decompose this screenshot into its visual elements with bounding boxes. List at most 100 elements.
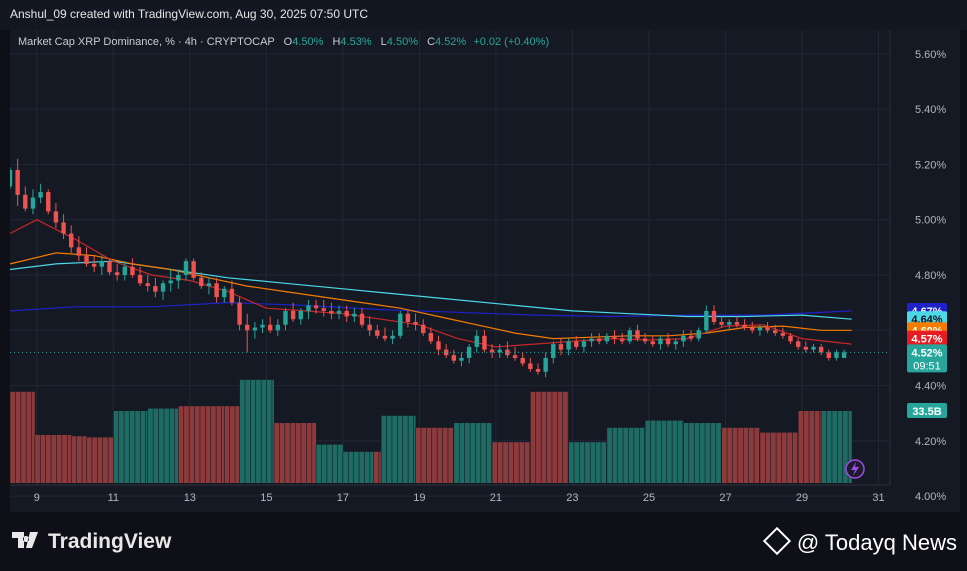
- candle-body: [589, 338, 594, 342]
- candle-body: [757, 327, 763, 331]
- candle-body: [421, 324, 426, 334]
- volume-bar: [224, 406, 240, 483]
- price-chart[interactable]: 4.00%4.20%4.40%4.60%4.80%5.00%5.20%5.40%…: [10, 30, 960, 512]
- volume-bar: [606, 427, 646, 483]
- candle-body: [795, 341, 801, 347]
- candle-body: [168, 280, 173, 284]
- candle-body: [520, 357, 525, 364]
- candle-body: [711, 310, 717, 322]
- x-tick-label: 27: [719, 492, 731, 504]
- candle-body: [451, 355, 457, 361]
- x-tick-label: 21: [490, 492, 502, 504]
- candle-body: [413, 322, 418, 325]
- candle-body: [306, 305, 311, 311]
- x-tick-label: 19: [413, 492, 425, 504]
- candle-body: [742, 324, 747, 328]
- candle-body: [199, 277, 204, 287]
- candle-body: [321, 308, 326, 311]
- candle-body: [574, 341, 579, 347]
- candle-body: [15, 169, 20, 195]
- legend-open-label: O: [283, 36, 293, 48]
- candle-body: [252, 327, 258, 331]
- candle-body: [61, 222, 66, 234]
- volume-bar: [147, 408, 179, 483]
- candle-body: [267, 324, 273, 331]
- chart-pane[interactable]: 4.00%4.20%4.40%4.60%4.80%5.00%5.20%5.40%…: [10, 30, 960, 512]
- y-tick-label: 5.40%: [915, 104, 946, 116]
- candle-body: [222, 288, 227, 298]
- tradingview-logo[interactable]: TradingView: [12, 530, 171, 554]
- candle-body: [313, 305, 319, 309]
- candle-body: [69, 233, 74, 248]
- candle-body: [206, 283, 212, 287]
- candle-body: [719, 322, 724, 325]
- candle-body: [46, 192, 51, 212]
- candle-body: [704, 310, 709, 331]
- x-tick-label: 9: [34, 492, 40, 504]
- x-tick-label: 25: [643, 492, 655, 504]
- candle-body: [734, 322, 740, 325]
- candle-body: [375, 330, 380, 336]
- volume-bar: [71, 436, 87, 483]
- candle-body: [681, 335, 686, 342]
- candle-body: [84, 255, 89, 264]
- volume-bar: [453, 423, 493, 483]
- candle-body: [780, 333, 786, 336]
- price-tag: [907, 330, 947, 346]
- candle-body: [53, 211, 59, 223]
- volume-bar: [798, 411, 822, 483]
- header-caption: Anshul_09 created with TradingView.com, …: [10, 7, 369, 21]
- volume-bar: [86, 437, 114, 483]
- y-tick-label: 4.40%: [915, 381, 946, 393]
- volume-bar: [239, 379, 274, 483]
- candle-body: [23, 194, 28, 209]
- moving-average-line: [10, 252, 852, 340]
- y-tick-label: 5.60%: [915, 49, 946, 61]
- candle-body: [428, 333, 434, 342]
- candle-body: [145, 283, 150, 287]
- volume-bar: [342, 451, 374, 483]
- candle-body: [727, 322, 732, 325]
- candle-body: [99, 261, 105, 267]
- volume-tag: [907, 403, 947, 418]
- candle-body: [818, 346, 824, 353]
- candle-body: [130, 266, 135, 275]
- candle-body: [107, 261, 112, 273]
- moving-average-line: [10, 301, 852, 318]
- tradingview-logo-icon: [12, 532, 38, 548]
- legend-close-label: C: [427, 36, 436, 48]
- candle-body: [237, 302, 242, 325]
- candle-body: [229, 288, 235, 303]
- candle-body: [497, 349, 502, 353]
- candle-body: [658, 338, 663, 345]
- volume-bar: [373, 451, 382, 483]
- candle-body: [803, 346, 809, 350]
- volume-bar: [113, 411, 148, 483]
- candle-body: [290, 310, 296, 320]
- volume-bar: [178, 406, 225, 483]
- candle-body: [38, 192, 43, 198]
- candle-body: [841, 352, 847, 358]
- price-tag-label: 4.52%: [911, 347, 942, 359]
- candle-body: [359, 313, 365, 325]
- candle-body: [245, 324, 250, 331]
- candle-body: [566, 341, 571, 350]
- candle-body: [183, 261, 189, 275]
- volume-bar: [316, 444, 343, 483]
- legend-close-value: 4.52%: [435, 36, 467, 48]
- candle-body: [382, 335, 388, 339]
- candle-body: [390, 335, 395, 339]
- watermark-text: @ Todayq News: [796, 530, 957, 555]
- candle-body: [160, 283, 166, 292]
- candle-body: [558, 344, 564, 350]
- volume-bar: [645, 420, 684, 483]
- candle-body: [688, 335, 694, 339]
- volume-bar: [381, 415, 416, 483]
- legend-change: +0.02 (+0.40%): [473, 36, 550, 48]
- candle-body: [811, 346, 816, 350]
- legend-high-label: H: [332, 36, 341, 48]
- x-tick-label: 29: [796, 492, 808, 504]
- candle-body: [30, 197, 36, 209]
- lightning-icon: [851, 462, 859, 476]
- candle-body: [344, 310, 349, 317]
